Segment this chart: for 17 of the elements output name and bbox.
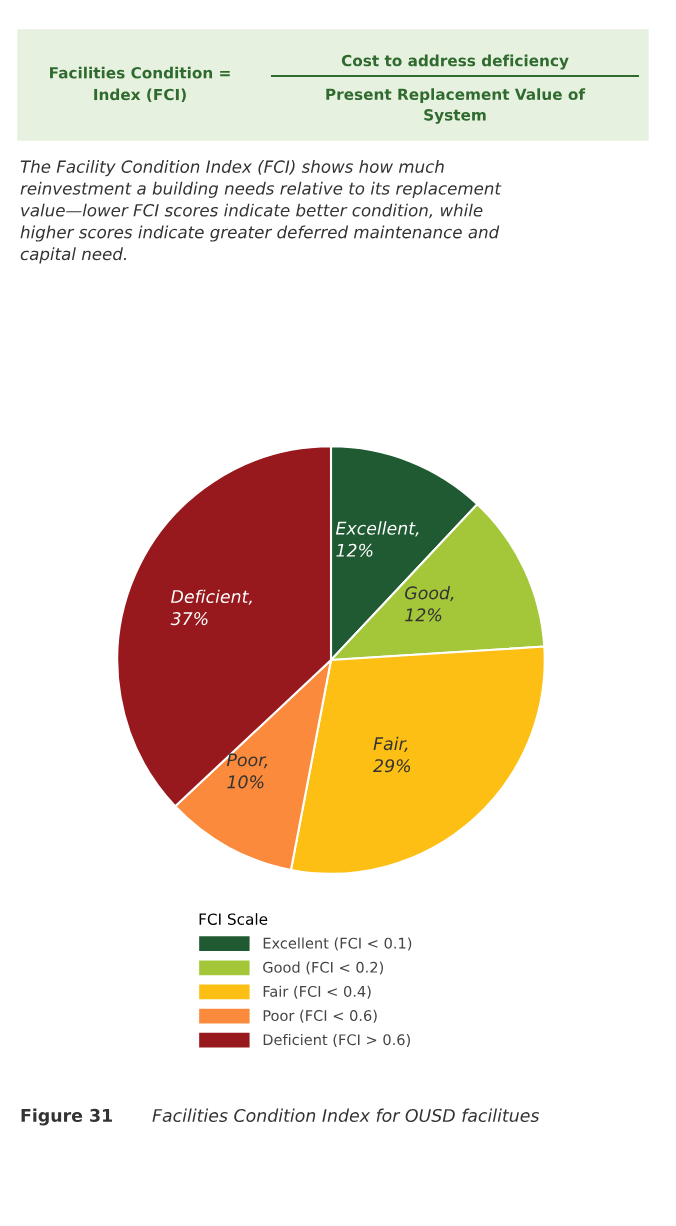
legend-label: Poor (FCI < 0.6) bbox=[263, 1009, 377, 1023]
caption: Figure 31 bbox=[21, 1108, 112, 1126]
legend-label: Deficient (FCI > 0.6) bbox=[263, 1033, 410, 1047]
text: Facilities Condition = Index (FCI) bbox=[50, 66, 230, 103]
data-label: Poor, 10% bbox=[226, 753, 268, 789]
data-label: Good, 12% bbox=[405, 585, 454, 622]
text: The Facility Condition Index (FCI) shows how much reinvestment a building needs relative to its replacement value—lower FCI scores indicate better condition, while higher scores indicate greater deferred maintenance and capital need. bbox=[20, 160, 502, 264]
text: Cost to address deficiency bbox=[341, 54, 569, 70]
data-label: Excellent, 12% bbox=[335, 521, 419, 557]
legend-label: Excellent (FCI < 0.1) bbox=[263, 937, 412, 951]
data-label: Deficient, 37% bbox=[170, 589, 252, 626]
text: Present Replacement Value of System bbox=[326, 88, 586, 124]
legend-label: Good (FCI < 0.2) bbox=[263, 961, 384, 975]
text: Facilities Condition Index for OUSD facilitues bbox=[152, 1108, 540, 1123]
legend-label: Fair (FCI < 0.4) bbox=[263, 985, 371, 999]
data-label: Fair, 29% bbox=[373, 736, 411, 773]
legend-title: FCI Scale bbox=[199, 913, 268, 925]
